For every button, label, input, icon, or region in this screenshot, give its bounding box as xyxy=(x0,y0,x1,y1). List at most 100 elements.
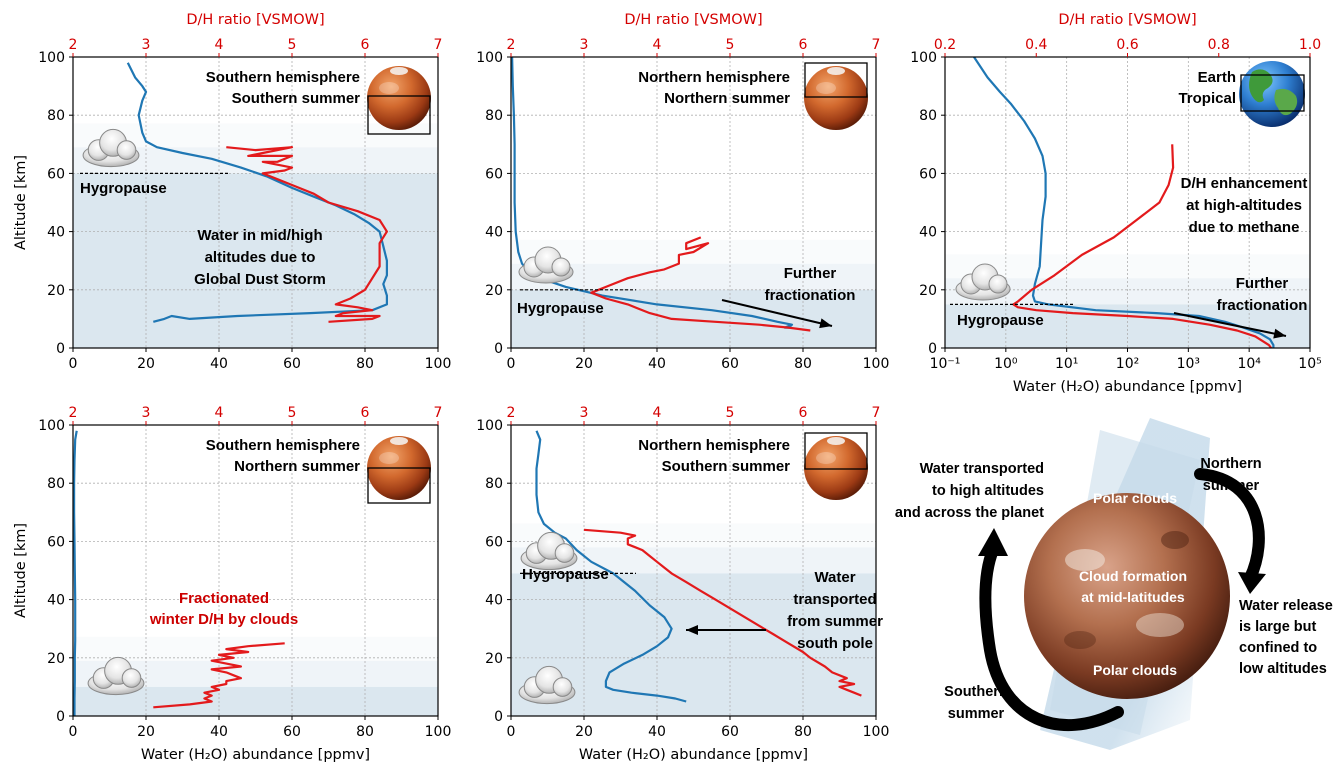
globe-highlight xyxy=(379,82,399,94)
globe-highlight xyxy=(816,82,836,94)
cloud-formation-label: at mid-latitudes xyxy=(1081,589,1185,605)
top-tick-label: 5 xyxy=(288,405,297,421)
x-tick-label: 10³ xyxy=(1177,356,1200,372)
latitude-box xyxy=(804,432,868,470)
series-line-dh-ratio xyxy=(583,528,862,697)
top-tick-label: 0.6 xyxy=(1116,37,1138,53)
y-tick-label: 80 xyxy=(485,476,503,492)
top-tick-label: 1.0 xyxy=(1299,37,1321,53)
arrow-head xyxy=(686,625,698,635)
polar-cap xyxy=(390,67,408,75)
mars-surface xyxy=(804,66,868,130)
x-tick-label: 80 xyxy=(794,356,812,372)
earth-continent xyxy=(1274,88,1298,116)
mars-globe-icon xyxy=(367,66,431,135)
x-tick-label: 10⁰ xyxy=(994,356,1018,372)
right-annotation: low altitudes xyxy=(1239,661,1327,677)
globe-highlight xyxy=(379,452,399,464)
x-tick-label: 20 xyxy=(575,356,593,372)
hygropause-label: Hygropause xyxy=(80,180,167,197)
mars-surface-feature xyxy=(1136,613,1184,637)
earth-continent xyxy=(1249,69,1273,103)
plot-frame xyxy=(510,56,877,349)
x-tick-label: 100 xyxy=(863,356,890,372)
earth-globe-icon xyxy=(1239,61,1305,127)
left-annotation: to high altitudes xyxy=(932,483,1044,499)
cloud-formation-label: Cloud formation xyxy=(1079,568,1187,584)
x-axis-label: Water (H₂O) abundance [ppmv] xyxy=(1013,379,1242,395)
mars-surface-feature xyxy=(1064,631,1096,649)
y-tick-label: 0 xyxy=(56,709,65,725)
arrow-shaft xyxy=(1173,312,1287,337)
top-tick-label: 4 xyxy=(215,405,224,421)
y-tick-label: 40 xyxy=(485,593,503,609)
top-tick-label: 6 xyxy=(361,405,370,421)
hygropause-label: Hygropause xyxy=(957,312,1044,329)
latitude-box xyxy=(804,62,868,98)
hygropause-label: Hygropause xyxy=(522,566,609,583)
hygropause-fade xyxy=(73,123,438,148)
annotation-text: Water in mid/high xyxy=(197,227,322,244)
top-tick-label: 2 xyxy=(69,405,78,421)
mars-surface-feature xyxy=(1065,549,1105,571)
x-tick-label: 100 xyxy=(425,724,452,740)
y-tick-label: 100 xyxy=(476,418,503,434)
y-tick-label: 40 xyxy=(485,225,503,241)
y-tick-label: 0 xyxy=(494,341,503,357)
top-tick-label: 0.2 xyxy=(934,37,956,53)
y-tick-label: 20 xyxy=(485,651,503,667)
polar-cap xyxy=(827,437,845,445)
y-tick-label: 0 xyxy=(56,341,65,357)
y-tick-label: 20 xyxy=(47,651,65,667)
y-axis-label: Altitude [km] xyxy=(13,155,29,250)
top-tick-label: 4 xyxy=(653,37,662,53)
annotation-text: due to methane xyxy=(1189,219,1300,236)
southern-summer-label: summer xyxy=(948,706,1005,722)
top-tick-label: 3 xyxy=(580,405,589,421)
x-tick-label: 100 xyxy=(863,724,890,740)
series-line-water-abundance xyxy=(126,62,388,323)
y-tick-label: 60 xyxy=(919,166,937,182)
season-label: Northern summer xyxy=(664,90,790,107)
globe-highlight xyxy=(816,452,836,464)
y-tick-label: 60 xyxy=(485,534,503,550)
y-tick-label: 40 xyxy=(47,593,65,609)
x-tick-label: 40 xyxy=(648,356,666,372)
x-tick-label: 100 xyxy=(425,356,452,372)
x-tick-label: 20 xyxy=(137,356,155,372)
x-tick-label: 0 xyxy=(69,724,78,740)
latitude-box xyxy=(367,467,431,504)
right-annotation: is large but xyxy=(1239,619,1317,635)
x-tick-label: 60 xyxy=(283,356,301,372)
y-axis-label: Altitude [km] xyxy=(13,523,29,618)
hygropause-fade xyxy=(73,636,438,661)
x-axis-label: Water (H₂O) abundance [ppmv] xyxy=(579,747,808,763)
mars-diagram: Polar clouds Cloud formation at mid-latitu… xyxy=(895,418,1333,750)
y-tick-label: 80 xyxy=(47,476,65,492)
top-tick-label: 3 xyxy=(142,405,151,421)
annotation-text: south pole xyxy=(797,635,873,652)
y-tick-label: 0 xyxy=(494,709,503,725)
mars-globe-icon xyxy=(367,436,431,504)
southern-summer-arrow-head xyxy=(978,528,1008,556)
season-label: Tropical xyxy=(1178,90,1236,107)
top-tick-label: 2 xyxy=(507,37,516,53)
polar-cap xyxy=(390,437,408,445)
northern-summer-arrow xyxy=(1194,468,1265,584)
x-tick-label: 60 xyxy=(721,724,739,740)
top-tick-label: 6 xyxy=(361,37,370,53)
right-annotation: Water release xyxy=(1239,598,1333,614)
x-tick-label: 80 xyxy=(794,724,812,740)
x-tick-label: 40 xyxy=(648,724,666,740)
plot-frame xyxy=(72,56,439,349)
annotation-text: fractionation xyxy=(1217,297,1308,314)
y-tick-label: 40 xyxy=(47,225,65,241)
annotation-text: Further xyxy=(1236,275,1289,292)
latitude-box xyxy=(1240,74,1305,112)
x-tick-label: 40 xyxy=(210,724,228,740)
mars-surface xyxy=(367,66,431,130)
